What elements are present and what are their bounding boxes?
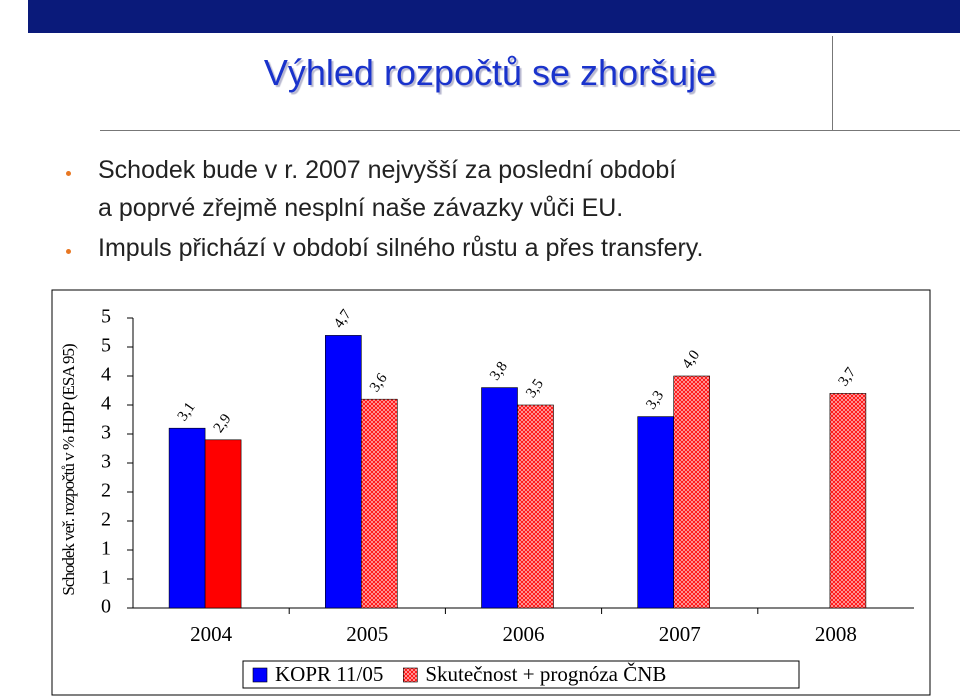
value-label: 3,5 xyxy=(523,376,547,401)
bullet-dot xyxy=(66,249,71,254)
bar xyxy=(204,439,242,609)
decor-line xyxy=(100,130,960,131)
x-tick-label: 2005 xyxy=(346,622,388,646)
legend-label: KOPR 11/05 xyxy=(275,662,383,686)
value-label: 2,9 xyxy=(211,411,235,436)
x-tick-label: 2007 xyxy=(659,622,701,646)
y-tick-label: 4 xyxy=(101,393,111,415)
legend-swatch xyxy=(252,667,268,683)
value-label: 3,6 xyxy=(367,370,391,395)
y-tick-label: 3 xyxy=(101,422,111,444)
value-label: 3,1 xyxy=(175,400,199,425)
x-tick-label: 2006 xyxy=(503,622,545,646)
y-tick-label: 5 xyxy=(101,306,111,328)
bar xyxy=(481,387,518,609)
bar xyxy=(673,375,711,609)
bar xyxy=(517,404,554,609)
bullet-dot xyxy=(66,171,71,176)
bar xyxy=(360,398,398,609)
bar xyxy=(168,427,206,609)
bullet-text: Schodek bude v r. 2007 nejvyšší za posle… xyxy=(98,156,677,184)
value-label: 3,3 xyxy=(643,388,667,413)
bar xyxy=(324,335,362,609)
y-axis-label: Schodek veř. rozpočtů v % HDP (ESA 95) xyxy=(59,344,78,596)
slide-title: Výhled rozpočtů se zhoršuje xyxy=(263,52,717,93)
legend-label: Skutečnost + prognóza ČNB xyxy=(425,662,666,686)
x-tick-label: 2004 xyxy=(190,622,233,646)
bullet-text: a poprvé zřejmě nesplní naše závazky vůč… xyxy=(98,194,624,222)
decor-line xyxy=(832,36,833,131)
y-tick-label: 2 xyxy=(101,509,111,531)
value-label: 3,8 xyxy=(487,359,511,384)
value-label: 4,0 xyxy=(679,347,703,372)
chart-frame xyxy=(51,289,931,696)
y-tick-label: 0 xyxy=(101,596,111,618)
y-tick-label: 1 xyxy=(101,538,111,560)
value-label: 3,7 xyxy=(836,364,860,389)
y-tick-label: 4 xyxy=(101,364,111,386)
legend-swatch xyxy=(403,667,418,683)
top-band xyxy=(28,0,960,33)
y-tick-label: 2 xyxy=(101,480,111,502)
legend-box xyxy=(242,660,800,689)
y-tick-label: 5 xyxy=(101,335,111,357)
bar xyxy=(637,416,675,609)
y-tick-label: 3 xyxy=(101,451,111,473)
y-tick-label: 1 xyxy=(101,567,111,589)
bar xyxy=(829,393,867,609)
x-tick-label: 2008 xyxy=(815,622,857,646)
value-label: 4,7 xyxy=(331,306,355,331)
bullet-text: Impuls přichází v období silného růstu a… xyxy=(98,234,704,262)
